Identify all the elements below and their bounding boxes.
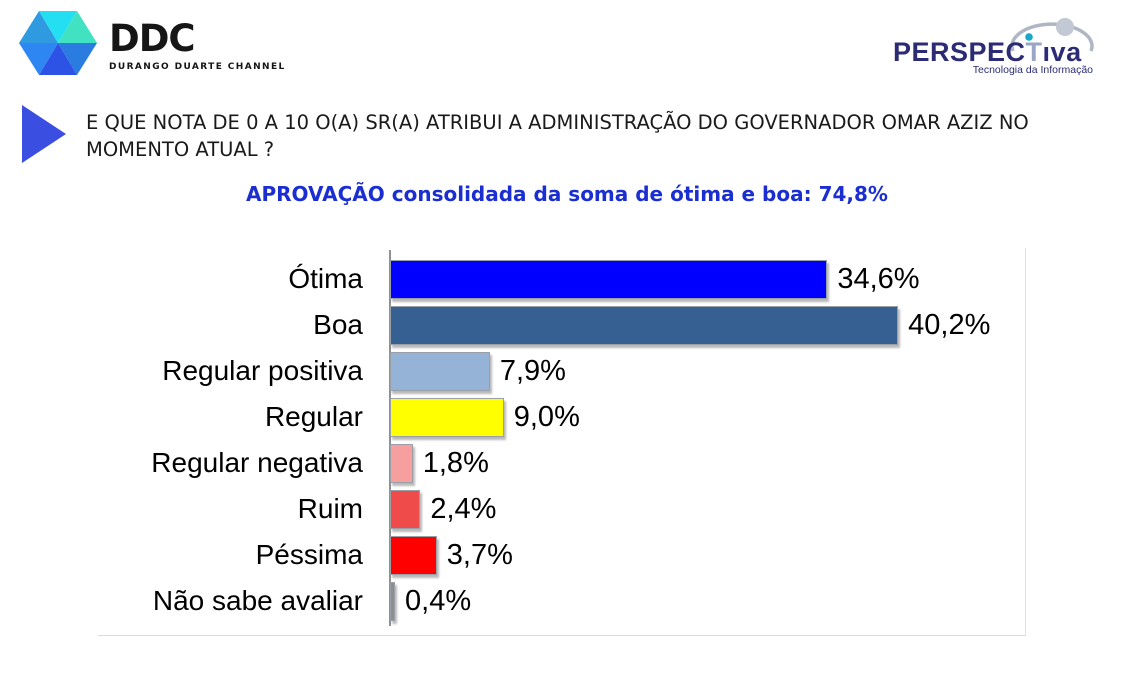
- category-label: Péssima: [255, 539, 363, 570]
- hex-facet: [58, 43, 97, 75]
- value-label: 9,0%: [513, 400, 580, 433]
- bar-area: 1,8%: [390, 443, 1025, 483]
- ddc-logo: DDC DURANGO DUARTE CHANNEL: [18, 8, 286, 78]
- i-dot-icon: [1025, 33, 1033, 41]
- ddc-tagline: DURANGO DUARTE CHANNEL: [109, 62, 286, 72]
- chart-row: Péssima 3,7%: [98, 532, 1025, 578]
- value-label: 2,4%: [430, 492, 497, 525]
- question-text: E QUE NOTA DE 0 A 10 O(A) SR(A) ATRIBUI …: [86, 111, 1029, 161]
- bar-area: 0,4%: [390, 581, 1025, 621]
- perspectiva-wordmark-t: T: [1026, 37, 1043, 67]
- perspectiva-tagline: Tecnologia da Informação: [973, 64, 1093, 76]
- ddc-wordmark: DDC: [109, 17, 196, 60]
- category-label: Regular positiva: [162, 355, 363, 386]
- category-label: Regular negativa: [151, 447, 363, 478]
- bar: [390, 397, 504, 437]
- chart-row: Regular 9,0%: [98, 394, 1025, 440]
- chart-row: Ruim 2,4%: [98, 486, 1025, 532]
- hex-facet: [58, 11, 97, 43]
- hex-facet: [39, 11, 77, 43]
- perspectiva-wordmark-iva: ıva: [1043, 37, 1083, 67]
- bar: [390, 489, 421, 529]
- perspectiva-wordmark-main: PERSPEC: [893, 37, 1026, 67]
- chart-row: Regular negativa 1,8%: [98, 440, 1025, 486]
- bar-area: 34,6%: [390, 259, 1025, 299]
- approval-subtitle: APROVAÇÃO consolidada da soma de ótima e…: [246, 182, 888, 206]
- bar-area: 2,4%: [390, 489, 1025, 529]
- category-label: Ótima: [288, 263, 363, 294]
- chart-rows: Ótima 34,6% Boa 40,2% Regular positiva 7,9% Re…: [98, 248, 1025, 624]
- value-label: 0,4%: [405, 584, 472, 617]
- bar: [390, 581, 396, 621]
- category-label: Boa: [313, 309, 363, 340]
- category-label: Ruim: [297, 493, 363, 524]
- bar: [390, 351, 490, 391]
- hex-facet: [19, 11, 58, 43]
- category-label: Regular: [264, 401, 363, 432]
- value-label: 7,9%: [499, 354, 566, 387]
- bar-area: 40,2%: [390, 305, 1025, 345]
- play-arrow-icon: [22, 105, 66, 163]
- orbit-arc-icon: [1010, 22, 1094, 52]
- bar-area: 9,0%: [390, 397, 1025, 437]
- bar-chart: Ótima 34,6% Boa 40,2% Regular positiva 7,9% Re…: [98, 248, 1026, 636]
- category-label: Não sabe avaliar: [152, 585, 363, 616]
- bar: [390, 443, 413, 483]
- chart-row: Não sabe avaliar 0,4%: [98, 578, 1025, 624]
- orbit-ball-icon: [1056, 18, 1074, 36]
- value-label: 34,6%: [837, 262, 920, 295]
- ddc-hexagon-icon: [19, 11, 97, 75]
- category-axis-line: [389, 250, 391, 626]
- bar: [390, 259, 828, 299]
- svg-text:PERSPECTıva: PERSPECTıva: [893, 37, 1082, 67]
- chart-row: Regular positiva 7,9%: [98, 348, 1025, 394]
- value-label: 3,7%: [446, 538, 513, 571]
- bar-area: 3,7%: [390, 535, 1025, 575]
- value-label: 1,8%: [422, 446, 489, 479]
- bar-area: 7,9%: [390, 351, 1025, 391]
- chart-row: Boa 40,2%: [98, 302, 1025, 348]
- chart-row: Ótima 34,6%: [98, 256, 1025, 302]
- value-label: 40,2%: [908, 308, 991, 341]
- hex-facet: [19, 43, 58, 75]
- perspectiva-logo-graphic: PERSPECTıva Tecnologia da Informação: [893, 18, 1094, 76]
- bar: [390, 535, 437, 575]
- bar: [390, 305, 899, 345]
- perspectiva-logo: PERSPECTıva Tecnologia da Informação: [893, 12, 1105, 81]
- hex-facet: [39, 43, 77, 75]
